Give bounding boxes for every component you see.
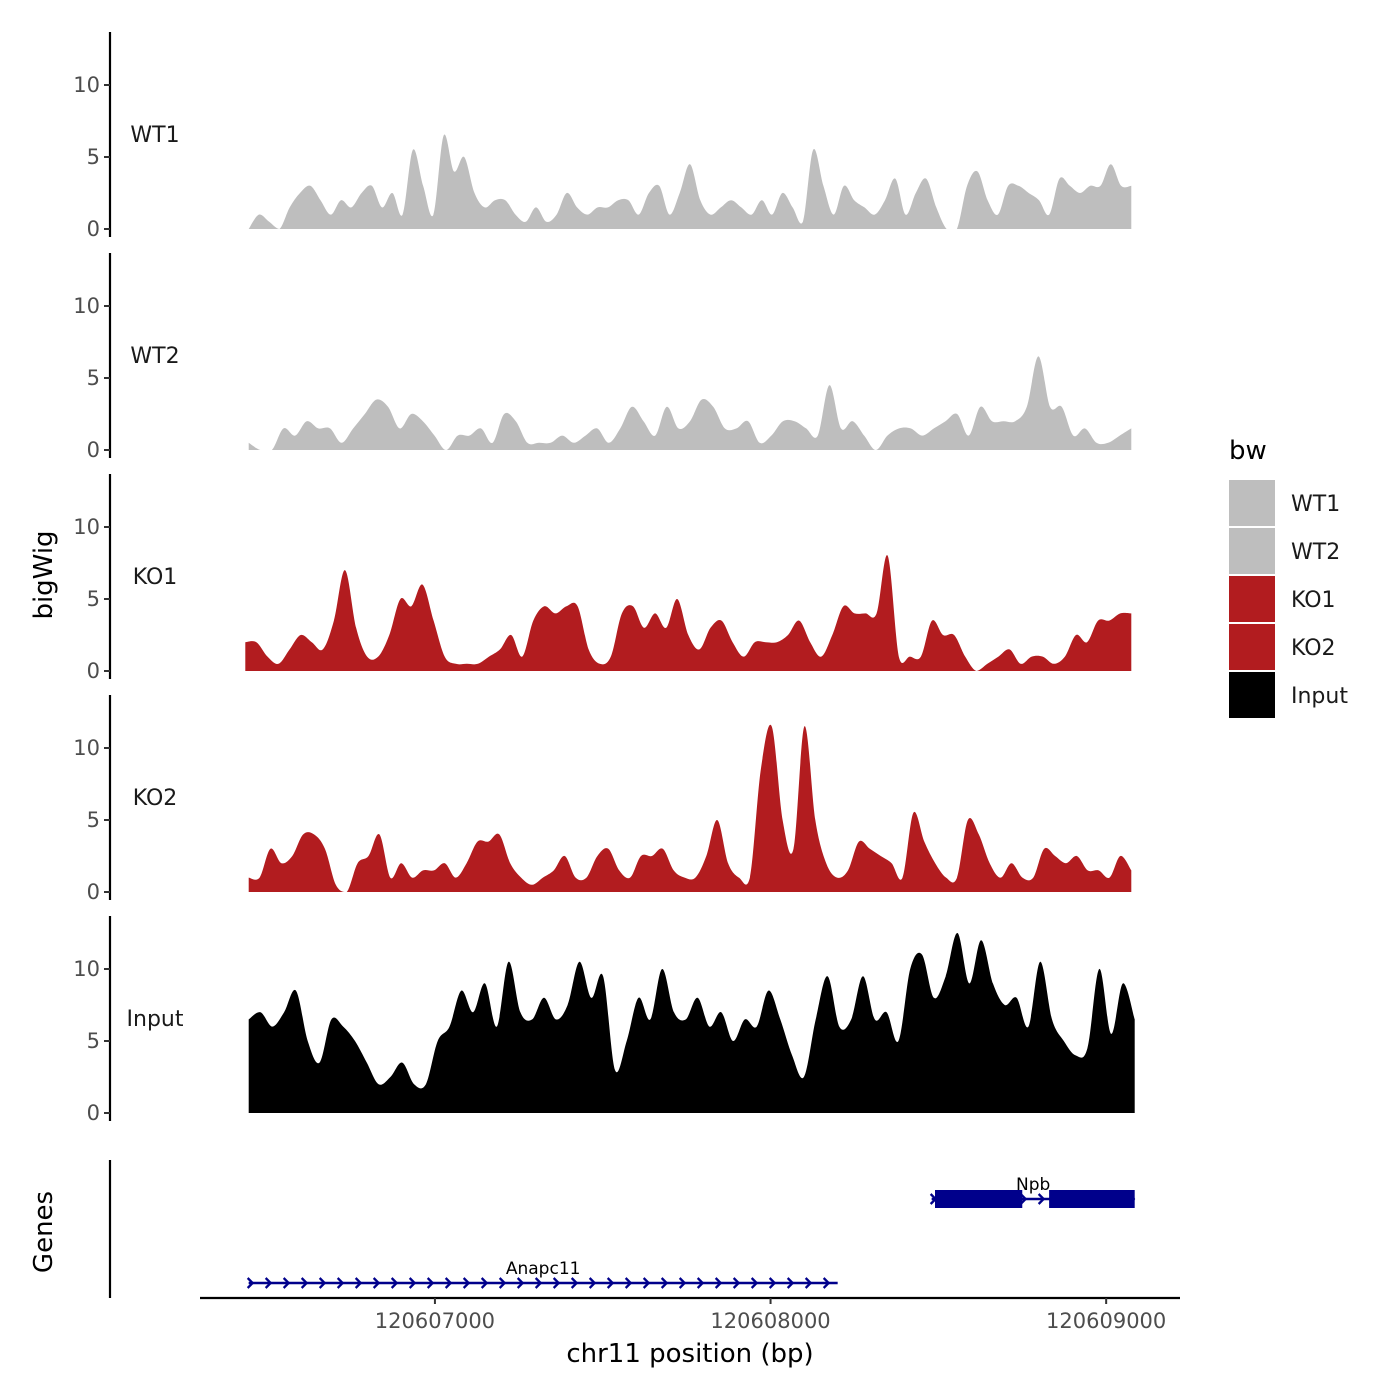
area-ko2	[248, 724, 1132, 892]
strand-arrow	[768, 1277, 777, 1289]
y-tick-label: 0	[87, 438, 100, 462]
strand-arrow	[552, 1277, 561, 1289]
y-tick-label: 10	[73, 294, 100, 318]
strand-arrow	[498, 1277, 507, 1289]
x-tick-label: 120609000	[1046, 1309, 1166, 1333]
gene-label: Npb	[1016, 1175, 1050, 1195]
strand-arrow	[372, 1277, 381, 1289]
strand-arrow	[678, 1277, 687, 1289]
strand-arrow	[732, 1277, 741, 1289]
track-ko2: 0 5 10 KO2	[73, 695, 1132, 904]
track-label: WT1	[130, 123, 179, 148]
strand-arrow	[642, 1277, 651, 1289]
track-label: KO2	[133, 786, 178, 811]
strand-arrow	[588, 1277, 597, 1289]
y-tick-label: 5	[87, 366, 100, 390]
legend-item-input: Input	[1229, 672, 1348, 718]
legend-label: KO1	[1291, 588, 1336, 613]
strand-arrow	[1019, 1193, 1028, 1205]
y-tick-label: 10	[73, 515, 100, 539]
y-tick-label: 5	[87, 808, 100, 832]
gene-label: Anapc11	[506, 1259, 581, 1279]
legend-label: WT1	[1291, 492, 1340, 517]
track-ko1: 0 5 10 KO1	[73, 474, 1132, 683]
track-label: WT2	[130, 344, 179, 369]
legend-item-wt2: WT2	[1229, 528, 1340, 574]
strand-arrow	[606, 1277, 615, 1289]
legend-item-wt1: WT1	[1229, 480, 1340, 526]
track-label: Input	[127, 1007, 184, 1032]
track-input: 0 5 10 Input	[73, 916, 1135, 1125]
strand-arrow	[480, 1277, 489, 1289]
tracks-layer: 0 5 10 WT1 0 5 10 WT2 0 5 10 KO1 0 5 10 KO2 0 5 10 Input	[73, 32, 1135, 1125]
strand-arrow	[804, 1277, 813, 1289]
y-tick-label: 5	[87, 145, 100, 169]
legend-swatch	[1229, 480, 1275, 526]
strand-arrow	[750, 1277, 759, 1289]
strand-arrow	[444, 1277, 453, 1289]
legend-swatch	[1229, 528, 1275, 574]
strand-arrow	[426, 1277, 435, 1289]
legend-swatch	[1229, 576, 1275, 622]
y-tick-label: 0	[87, 1101, 100, 1125]
strand-arrow	[714, 1277, 723, 1289]
strand-arrow	[408, 1277, 417, 1289]
x-axis-title: chr11 position (bp)	[566, 1339, 813, 1369]
genes-layer: Anapc11 Npb	[108, 1160, 1136, 1298]
legend: bw WT1 WT2 KO1 KO2 Input	[1229, 436, 1348, 718]
strand-arrow	[534, 1277, 543, 1289]
strand-arrow	[318, 1277, 327, 1289]
y-tick-label: 5	[87, 1029, 100, 1053]
strand-arrow	[624, 1277, 633, 1289]
strand-arrow	[1037, 1193, 1046, 1205]
strand-arrow	[264, 1277, 273, 1289]
strand-arrow	[570, 1277, 579, 1289]
strand-arrow	[390, 1277, 399, 1289]
y-tick-label: 10	[73, 957, 100, 981]
x-tick-label: 120608000	[710, 1309, 830, 1333]
area-input	[248, 932, 1135, 1113]
y-tick-label: 5	[87, 587, 100, 611]
legend-label: WT2	[1291, 540, 1340, 565]
y-tick-label: 10	[73, 73, 100, 97]
legend-label: KO2	[1291, 636, 1336, 661]
area-wt1	[248, 134, 1132, 229]
y-tick-label: 0	[87, 659, 100, 683]
y-axis-title-genes: Genes	[29, 1191, 59, 1273]
strand-arrow	[354, 1277, 363, 1289]
strand-arrow	[516, 1277, 525, 1289]
exon	[935, 1190, 1023, 1208]
strand-arrow	[246, 1277, 255, 1289]
legend-swatch	[1229, 624, 1275, 670]
y-tick-label: 10	[73, 736, 100, 760]
legend-item-ko2: KO2	[1229, 624, 1336, 670]
strand-arrow	[660, 1277, 669, 1289]
y-tick-label: 0	[87, 217, 100, 241]
strand-arrow	[822, 1277, 831, 1289]
strand-arrow	[282, 1277, 291, 1289]
legend-items: WT1 WT2 KO1 KO2 Input	[1229, 480, 1348, 718]
legend-item-ko1: KO1	[1229, 576, 1336, 622]
strand-arrow	[696, 1277, 705, 1289]
gene-npb: Npb	[929, 1175, 1136, 1208]
strand-arrow	[462, 1277, 471, 1289]
x-tick-label: 120607000	[375, 1309, 495, 1333]
legend-title: bw	[1229, 436, 1267, 466]
strand-arrow	[300, 1277, 309, 1289]
track-wt2: 0 5 10 WT2	[73, 253, 1132, 462]
x-axis: 120607000 120608000 120609000	[200, 1296, 1180, 1333]
area-wt2	[248, 356, 1132, 450]
legend-swatch	[1229, 672, 1275, 718]
legend-label: Input	[1291, 684, 1348, 709]
y-tick-label: 0	[87, 880, 100, 904]
area-ko1	[245, 555, 1132, 671]
y-axis-title-bigwig: bigWig	[29, 530, 59, 619]
gene-anapc11: Anapc11	[246, 1259, 838, 1289]
exon	[1049, 1190, 1135, 1208]
track-wt1: 0 5 10 WT1	[73, 32, 1132, 241]
track-label: KO1	[133, 565, 178, 590]
strand-arrow	[336, 1277, 345, 1289]
strand-arrow	[786, 1277, 795, 1289]
